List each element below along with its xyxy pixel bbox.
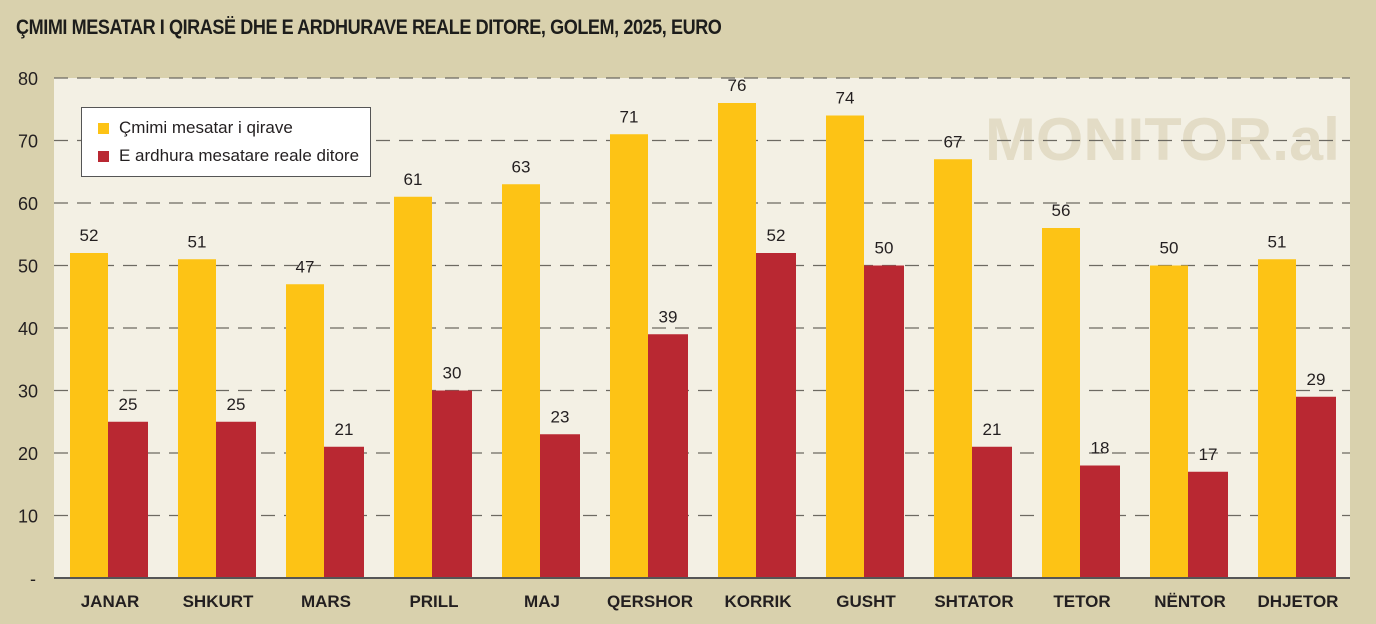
watermark: MONITOR.al	[985, 106, 1340, 173]
x-tick-label: GUSHT	[836, 592, 896, 611]
bar-rent	[1150, 265, 1188, 578]
bar-income	[1188, 471, 1228, 578]
data-label: 51	[1268, 232, 1287, 251]
y-tick-label: 20	[18, 444, 38, 464]
y-tick-label: -	[30, 569, 36, 589]
data-label: 71	[620, 107, 639, 126]
x-tick-label: NËNTOR	[1154, 592, 1225, 611]
data-label: 50	[1160, 239, 1179, 258]
bar-income	[1080, 465, 1120, 578]
data-label: 23	[551, 407, 570, 426]
chart-title: ÇMIMI MESATAR I QIRASË DHE E ARDHURAVE R…	[16, 16, 722, 39]
legend-item-rent: Çmimi mesatar i qirave	[98, 118, 293, 138]
data-label: 30	[443, 364, 462, 383]
bar-income	[864, 265, 904, 578]
bar-rent	[502, 184, 540, 578]
legend: Çmimi mesatar i qirave E ardhura mesatar…	[81, 107, 371, 177]
x-tick-label: MARS	[301, 592, 351, 611]
data-label: 21	[335, 420, 354, 439]
bar-income	[432, 390, 472, 578]
bar-rent	[1042, 228, 1080, 578]
data-label: 18	[1091, 439, 1110, 458]
data-label: 17	[1199, 445, 1218, 464]
legend-swatch-rent	[98, 122, 109, 134]
x-tick-label: QERSHOR	[607, 592, 693, 611]
x-tick-label: PRILL	[409, 592, 458, 611]
data-label: 50	[875, 239, 894, 258]
data-label: 63	[512, 157, 531, 176]
bar-rent	[610, 134, 648, 578]
bar-income	[756, 253, 796, 578]
bar-rent	[178, 259, 216, 578]
bar-rent	[934, 159, 972, 578]
bar-income	[540, 434, 580, 578]
data-label: 51	[188, 232, 207, 251]
data-label: 52	[80, 226, 99, 245]
data-label: 52	[767, 226, 786, 245]
bar-rent	[718, 103, 756, 578]
x-tick-label: JANAR	[81, 592, 140, 611]
y-tick-label: 80	[18, 69, 38, 89]
data-label: 61	[404, 170, 423, 189]
bar-income	[972, 446, 1012, 578]
data-label: 67	[944, 132, 963, 151]
x-tick-label: SHTATOR	[934, 592, 1013, 611]
bar-income	[648, 334, 688, 578]
x-tick-label: KORRIK	[724, 592, 792, 611]
legend-label-income: E ardhura mesatare reale ditore	[119, 146, 360, 165]
data-label: 76	[728, 76, 747, 95]
y-tick-label: 10	[18, 507, 38, 527]
legend-item-income: E ardhura mesatare reale ditore	[98, 146, 359, 166]
bar-rent	[826, 115, 864, 578]
data-label: 56	[1052, 201, 1071, 220]
x-tick-label: SHKURT	[183, 592, 254, 611]
x-tick-label: TETOR	[1053, 592, 1110, 611]
data-label: 47	[296, 257, 315, 276]
y-tick-label: 40	[18, 319, 38, 339]
bar-rent	[394, 196, 432, 578]
bar-income	[108, 421, 148, 578]
bar-rent	[1258, 259, 1296, 578]
bar-income	[216, 421, 256, 578]
y-tick-label: 60	[18, 194, 38, 214]
y-tick-label: 50	[18, 257, 38, 277]
legend-label-rent: Çmimi mesatar i qirave	[119, 118, 293, 137]
y-tick-label: 70	[18, 132, 38, 152]
data-label: 25	[227, 395, 246, 414]
y-tick-label: 30	[18, 382, 38, 402]
x-tick-label: MAJ	[524, 592, 560, 611]
bar-rent	[286, 284, 324, 578]
bar-rent	[70, 253, 108, 578]
data-label: 29	[1307, 370, 1326, 389]
data-label: 39	[659, 307, 678, 326]
bar-income	[1296, 396, 1336, 578]
bar-income	[324, 446, 364, 578]
data-label: 21	[983, 420, 1002, 439]
legend-swatch-income	[98, 150, 109, 162]
data-label: 74	[836, 89, 855, 108]
data-label: 25	[119, 395, 138, 414]
x-tick-label: DHJETOR	[1258, 592, 1339, 611]
